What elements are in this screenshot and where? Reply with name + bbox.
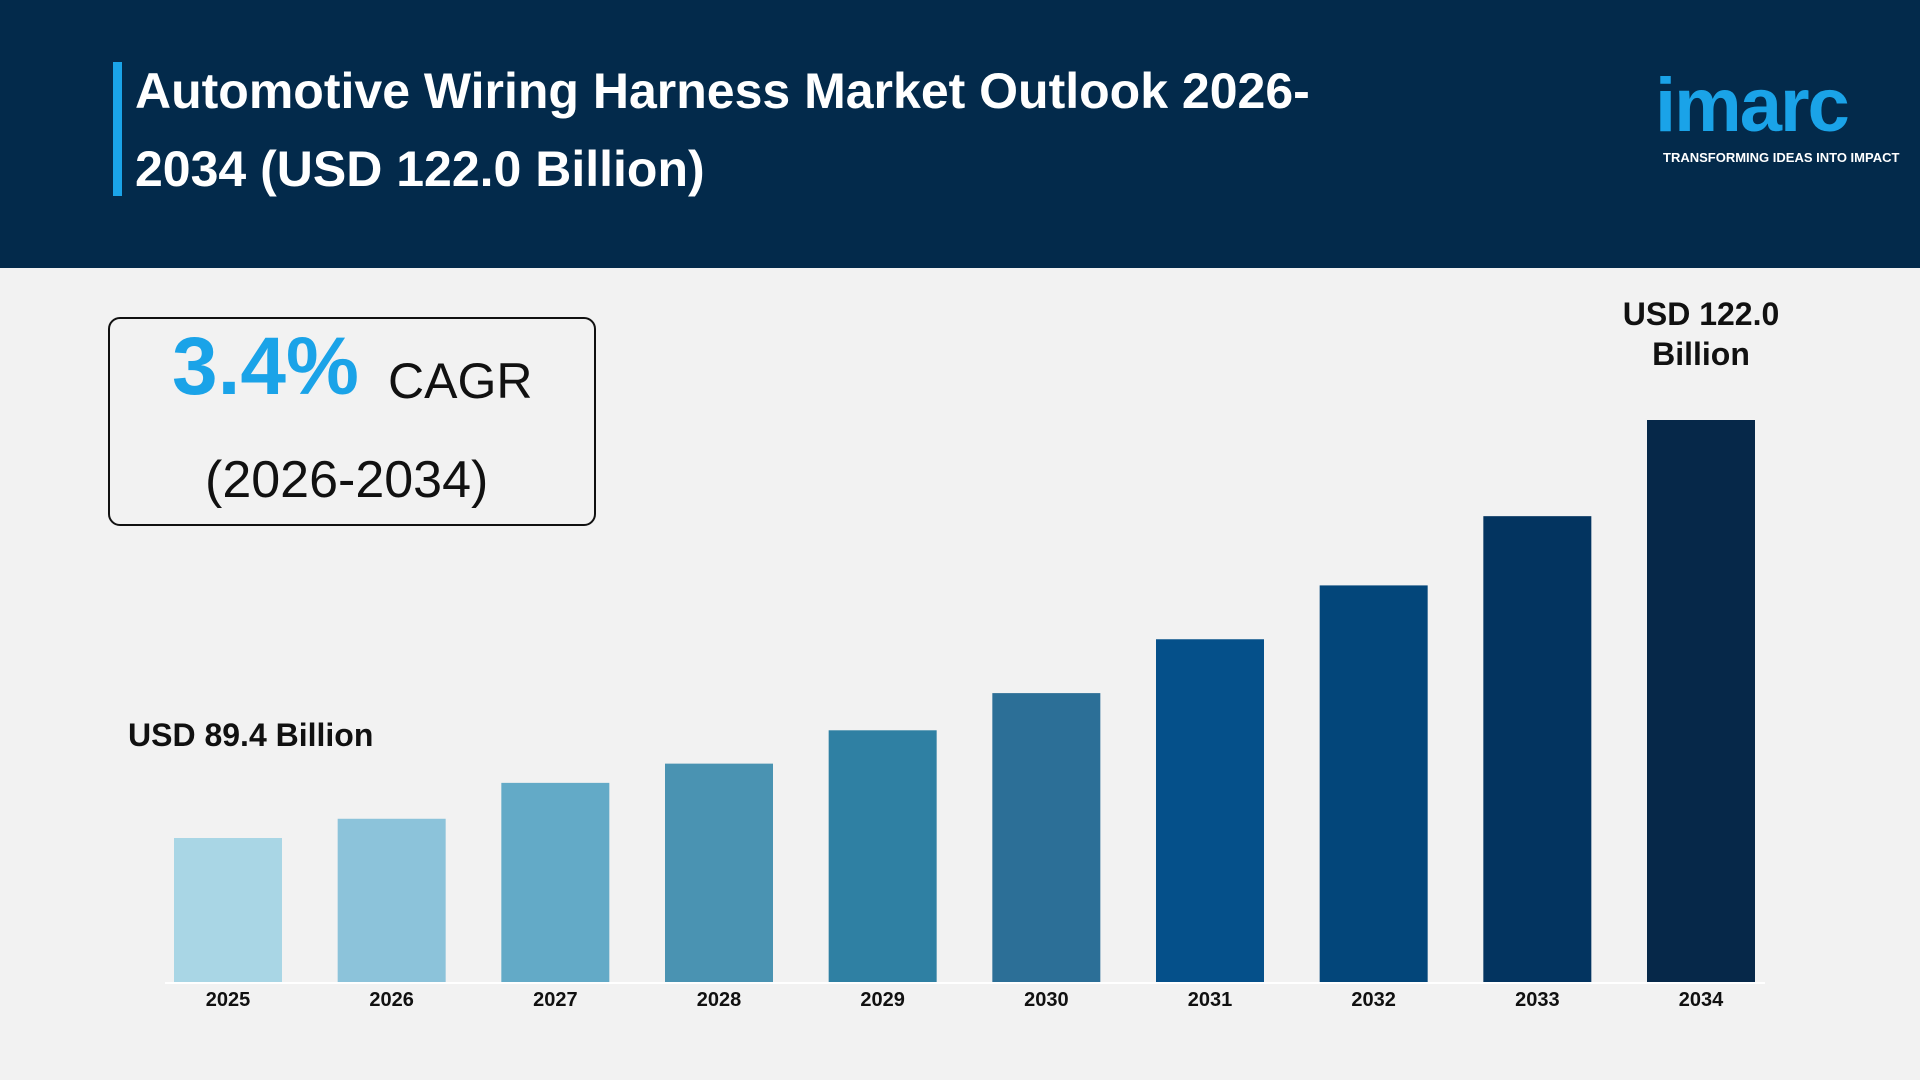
bar [828, 730, 937, 982]
logo-tagline: TRANSFORMING IDEAS INTO IMPACT [1663, 150, 1900, 165]
bar [992, 693, 1101, 982]
value-label: USD 89.4 Billion [128, 717, 374, 753]
x-tick-label: 2028 [697, 989, 742, 1011]
bar [174, 838, 282, 982]
cagr-box [108, 317, 596, 526]
bar [501, 782, 610, 982]
x-tick-label: 2026 [369, 989, 414, 1011]
x-tick-label: 2034 [1679, 989, 1724, 1011]
x-tick-label: 2029 [860, 989, 905, 1011]
bar [1156, 639, 1264, 982]
x-tick-label: 2030 [1024, 989, 1069, 1011]
chart-title: Automotive Wiring Harness Market Outlook… [135, 63, 1310, 197]
logo: imarc [1655, 63, 1850, 148]
cagr-rate: 3.4% [172, 321, 359, 412]
cagr-period: (2026-2034) [205, 451, 489, 509]
bar [337, 818, 446, 982]
bar [1483, 516, 1592, 982]
header [0, 0, 1920, 268]
x-tick-label: 2033 [1515, 989, 1560, 1011]
x-tick-label: 2032 [1351, 989, 1396, 1011]
x-tick-label: 2025 [206, 989, 251, 1011]
x-tick-label: 2027 [533, 989, 578, 1011]
title-accent [113, 62, 122, 196]
value-label: USD 122.0 Billion [1622, 296, 1780, 372]
bar [665, 763, 773, 982]
cagr-label: CAGR [388, 353, 533, 409]
x-tick-label: 2031 [1188, 989, 1233, 1011]
bar [1647, 420, 1755, 982]
bar [1319, 585, 1428, 982]
